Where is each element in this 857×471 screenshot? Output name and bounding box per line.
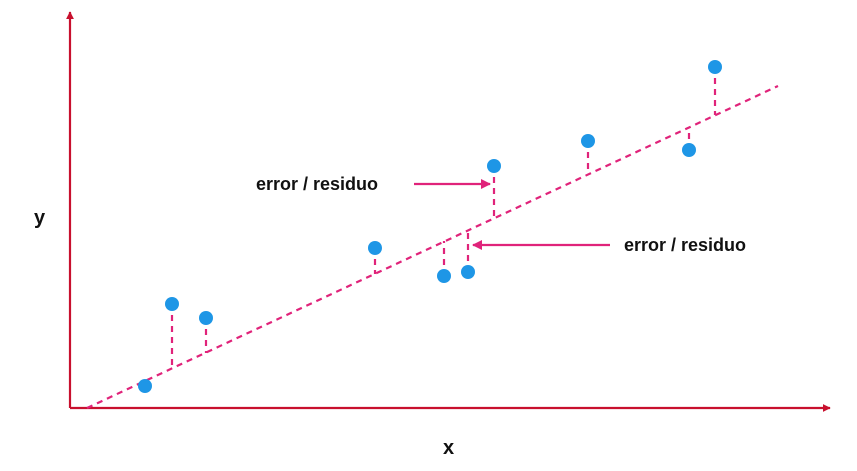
data-point: [708, 60, 722, 74]
data-points: [138, 60, 722, 393]
data-point: [138, 379, 152, 393]
data-point: [487, 159, 501, 173]
annotation-label-left: error / residuo: [256, 174, 378, 194]
residuals: [143, 67, 717, 385]
data-point: [165, 297, 179, 311]
y-axis-label: y: [34, 207, 46, 229]
data-point: [581, 134, 595, 148]
x-axis-label: x: [443, 437, 454, 459]
data-point: [461, 265, 475, 279]
annotation-label-right: error / residuo: [624, 235, 746, 255]
data-point: [368, 241, 382, 255]
data-point: [199, 311, 213, 325]
data-point: [682, 143, 696, 157]
data-point: [437, 269, 451, 283]
